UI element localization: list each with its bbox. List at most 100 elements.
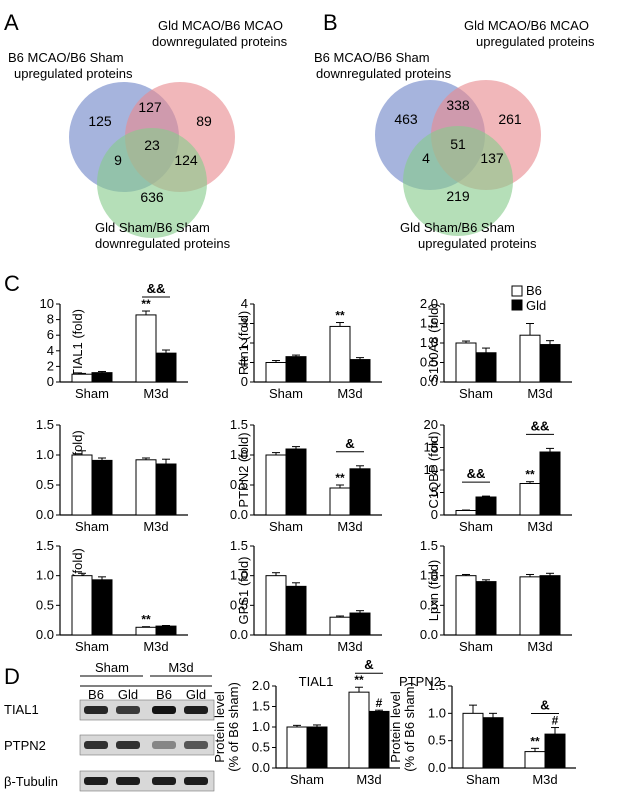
bar-gld [539,575,561,636]
blot-row-label-tial1: TIAL1 [4,702,39,717]
bar-b6 [462,712,484,769]
x-tick-label: M3d [337,639,362,654]
bar-gld [349,612,371,636]
y-tick-label: 1.0 [420,335,438,350]
bar-gld [91,459,113,516]
x-tick-label: M3d [527,519,552,534]
venn-diagram-b: B6 MCAO/B6 Sham downregulated proteins G… [314,18,595,251]
y-tick-label: 2.0 [252,678,270,693]
x-tick-label: Sham [466,772,500,787]
bar-gld [475,496,497,516]
y-tick-label: 0.5 [420,597,438,612]
x-tick-label: Sham [459,519,493,534]
venn-a-set2-label-line2: downregulated proteins [152,34,288,49]
y-tick-label: 2 [241,335,248,350]
bar-b6 [519,483,541,516]
y-tick-label: 1.5 [428,678,446,693]
y-tick-label: 1.0 [420,568,438,583]
significance-mark: & [364,657,373,672]
venn-a-count-a-only: 125 [88,113,112,129]
y-tick-label: 10 [424,462,438,477]
bar-b6 [71,373,93,383]
x-tick-label: Sham [290,772,324,787]
venn-a-count-bc: 124 [174,152,198,168]
blot-band [116,706,140,714]
venn-a-count-ac: 9 [114,152,122,168]
chart-title: TIAL1 [299,674,334,689]
bar-b6 [455,510,477,516]
y-axis-label: PTPN2 (fold) [236,432,251,507]
bar-b6 [265,575,287,636]
blot-strip [79,699,215,721]
bar-gld [285,356,307,383]
bar-b6 [519,334,541,383]
venn-b-count-a-only: 463 [394,111,418,127]
blot-lane-label-1: B6 [88,687,104,702]
y-tick-label: 2 [47,358,54,373]
venn-b-count-ac: 4 [422,150,430,166]
significance-mark: ** [525,468,535,482]
legend: B6 Gld [511,283,546,313]
bar-b6 [135,314,157,383]
bar-b6 [135,459,157,516]
panel-letter-b: B [323,10,338,35]
x-tick-label: M3d [337,519,362,534]
bar-gld [539,344,561,383]
y-tick-label: 4 [241,296,248,311]
y-tick-label: 1.5 [420,316,438,331]
y-axis-label: TIAL1 (fold) [70,309,85,377]
y-tick-label: 0.0 [36,627,54,642]
bar-gld [91,372,113,383]
y-axis-label: Lpxn (fold) [426,560,441,621]
significance-mark: ** [335,309,345,323]
x-tick-label: Sham [75,386,109,401]
x-tick-label: Sham [75,519,109,534]
significance-mark: & [540,698,549,713]
y-tick-label: 0.5 [428,733,446,748]
bar-chart: 0.0 0.5 1.0 1.5 GPS1 (fold) Sham M3d [230,538,382,654]
y-tick-label: 0.0 [230,507,248,522]
panel-letter-a: A [4,10,19,35]
venn-b-count-abc: 51 [450,136,466,152]
x-tick-label: M3d [337,386,362,401]
venn-b-count-ab: 338 [446,97,470,113]
blot-band [84,741,108,749]
bar-gld [368,710,390,769]
y-tick-label: 0.0 [428,760,446,775]
bar-chart: 0.0 0.5 1.0 1.5 Lpxn (fold) Sham M3d [420,538,572,654]
venn-a-count-abc: 23 [144,137,160,153]
y-tick-label: 3 [241,316,248,331]
y-tick-label: 1.0 [36,568,54,583]
bar-b6 [455,342,477,383]
bar-b6 [455,575,477,636]
venn-b-set2-label-line2: upregulated proteins [476,34,595,49]
venn-b-count-c-only: 219 [446,188,470,204]
significance-mark: && [147,281,166,296]
panel-letter-c: C [4,271,20,296]
bar-b6 [329,616,351,636]
legend-swatch-gld [511,299,523,311]
y-tick-label: 0.0 [36,507,54,522]
x-tick-label: Sham [269,386,303,401]
significance-mark: ** [530,734,540,748]
blot-row-label-tubulin: β-Tubulin [4,774,58,789]
blot-band [84,706,108,714]
bar-gld [285,585,307,636]
y-tick-label: 0.0 [230,627,248,642]
y-tick-label: 0.0 [420,627,438,642]
y-tick-label: 0.0 [252,760,270,775]
y-tick-label: 1.0 [428,705,446,720]
y-tick-label: 1.0 [230,568,248,583]
venn-a-set1-label-line2: upregulated proteins [14,66,133,81]
blot-bands [79,699,215,792]
y-tick-label: 1.5 [36,417,54,432]
y-tick-label: 0.5 [36,477,54,492]
bar-b6 [135,626,157,636]
significance-mark: ** [335,471,345,485]
